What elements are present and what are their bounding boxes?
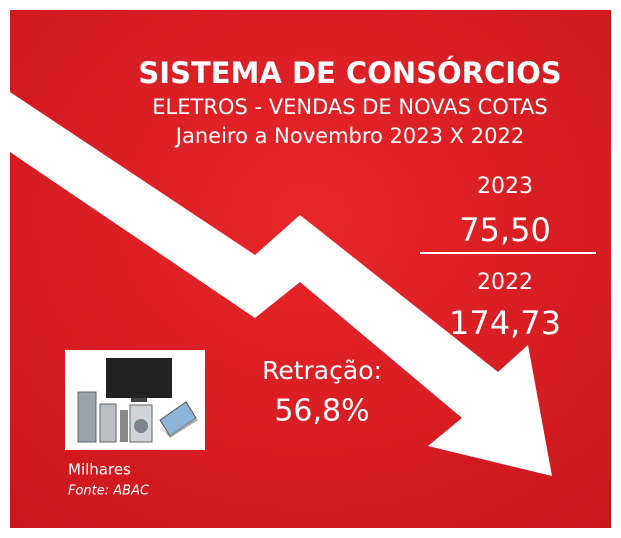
figure-value: 75,50 [459,211,551,249]
retraction-value: 56,8% [274,394,369,429]
unit: Milhares [68,461,131,479]
source: Fonte: ABAC [68,484,150,499]
figure-value: 174,73 [449,304,561,342]
down-arrow [10,92,552,476]
title: SISTEMA DE CONSÓRCIOS [138,56,561,90]
period: Janeiro a Novembro 2023 X 2022 [174,124,524,148]
retraction-label: Retração: [262,356,382,385]
year: 2023 [477,174,533,199]
appliances-image [65,350,205,450]
subtitle: ELETROS - VENDAS DE NOVAS COTAS [152,95,547,119]
year: 2022 [477,270,533,295]
